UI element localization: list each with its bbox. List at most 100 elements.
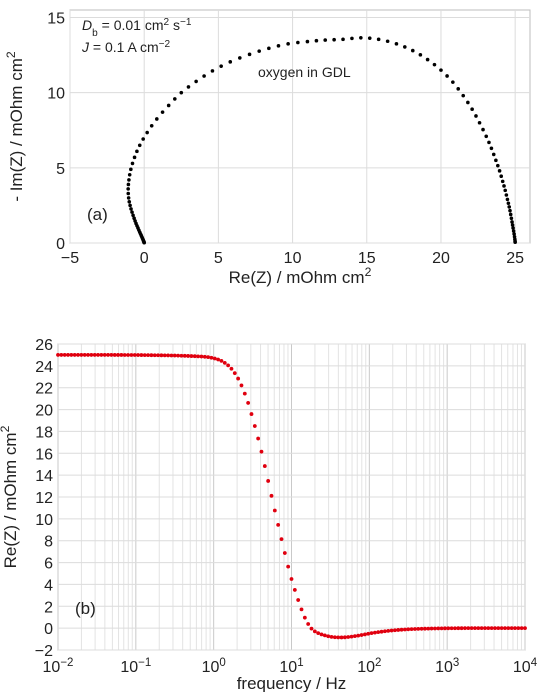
data-point-b [62, 353, 67, 357]
data-point-b [266, 479, 271, 483]
data-point-a [359, 36, 363, 40]
data-point-b [336, 635, 341, 640]
data-point-a [504, 193, 509, 197]
data-point-b [463, 626, 467, 631]
data-point-a [511, 229, 516, 233]
data-point-b [96, 353, 100, 357]
data-point-b [269, 493, 274, 498]
annotation-part: = 0.1 A cm [89, 39, 159, 55]
data-point-a [129, 167, 133, 172]
data-point-a [477, 120, 482, 125]
data-point-b [439, 626, 444, 631]
data-point-b [403, 627, 407, 632]
data-point-b [79, 353, 84, 357]
data-point-a [512, 234, 517, 239]
data-point-a [210, 69, 215, 73]
x-axis-label-b: frequency / Hz [237, 674, 347, 692]
data-point-b [466, 626, 471, 631]
data-point-b [252, 424, 257, 428]
data-point-a [332, 37, 336, 42]
y-axis-label-b: Re(Z) / mOhm cm2 [0, 425, 20, 568]
data-point-a [496, 163, 500, 168]
data-point-b [513, 626, 517, 631]
data-point-a [445, 74, 449, 78]
data-point-b [409, 627, 414, 632]
data-point-b [356, 633, 361, 638]
data-point-b [489, 626, 494, 631]
data-point-a [439, 68, 443, 72]
data-point-a [418, 53, 423, 57]
data-point-b [483, 626, 487, 631]
data-point-b [366, 631, 371, 636]
data-point-a [456, 87, 461, 91]
data-point-a [489, 146, 494, 151]
data-point-a [132, 155, 137, 160]
data-point-a [376, 37, 381, 42]
data-point-b [519, 626, 524, 631]
data-point-b [272, 508, 277, 513]
data-point-b [359, 633, 364, 637]
data-point-a [286, 42, 290, 46]
data-point-a [126, 191, 131, 196]
data-point-b [126, 353, 130, 357]
y-axis-label-a-superscript: 2 [4, 51, 18, 58]
data-point-b [332, 635, 337, 640]
x-tick-exponent: 0 [219, 657, 225, 669]
data-point-a [149, 123, 154, 128]
data-point-b [426, 626, 431, 631]
data-point-b [316, 631, 321, 636]
data-point-b [119, 353, 124, 357]
y-tick-label-b: 12 [35, 490, 53, 507]
data-point-b [186, 354, 190, 358]
data-point-b [362, 632, 367, 637]
data-point-b [232, 371, 237, 376]
data-point-a [126, 196, 131, 200]
data-point-b [312, 629, 317, 634]
data-point-a [132, 216, 136, 220]
y-tick-label-a: 10 [47, 86, 65, 103]
data-point-b [352, 634, 357, 639]
annotation-part: oxygen in GDL [258, 64, 351, 80]
data-point-b [182, 353, 187, 358]
data-point-b [423, 626, 427, 631]
data-point-b [216, 357, 221, 362]
panel-label-b: (b) [75, 599, 96, 618]
y-axis-label-a-text: - Im(Z) / mOhm cm [7, 58, 26, 202]
data-point-a [510, 220, 514, 224]
y-tick-label-b: 14 [35, 468, 53, 485]
data-point-a [127, 200, 132, 204]
data-point-b [496, 626, 501, 631]
data-point-b [349, 634, 354, 639]
data-point-b [506, 626, 511, 631]
y-axis-label-a: - Im(Z) / mOhm cm2 [4, 51, 26, 202]
data-point-b [202, 354, 207, 359]
y-tick-label-a: 0 [56, 236, 65, 253]
x-tick-label-b: 100 [202, 657, 226, 676]
annotation-part: s [169, 17, 180, 33]
data-point-b [109, 353, 114, 357]
data-point-b [342, 635, 347, 640]
data-point-b [406, 627, 411, 632]
y-axis-label-b-text: Re(Z) / mOhm cm [1, 432, 20, 568]
data-point-b [416, 626, 421, 631]
annotation-part: 2 [164, 17, 170, 28]
data-point-b [242, 391, 247, 396]
data-point-b [279, 537, 284, 542]
data-point-b [443, 626, 447, 631]
data-point-b [162, 353, 167, 358]
data-point-a [135, 149, 139, 154]
annotation-part: J [81, 39, 90, 55]
data-point-b [212, 356, 217, 361]
data-point-b [122, 353, 127, 357]
data-point-b [309, 626, 314, 631]
data-point-a [508, 212, 513, 217]
data-point-a [314, 38, 319, 43]
data-point-a [510, 223, 515, 227]
x-tick-label-a: 5 [214, 250, 223, 267]
data-point-b [192, 354, 197, 359]
data-point-a [394, 42, 399, 46]
data-point-b [206, 355, 211, 360]
data-point-b [179, 353, 184, 358]
data-point-b [306, 622, 311, 626]
